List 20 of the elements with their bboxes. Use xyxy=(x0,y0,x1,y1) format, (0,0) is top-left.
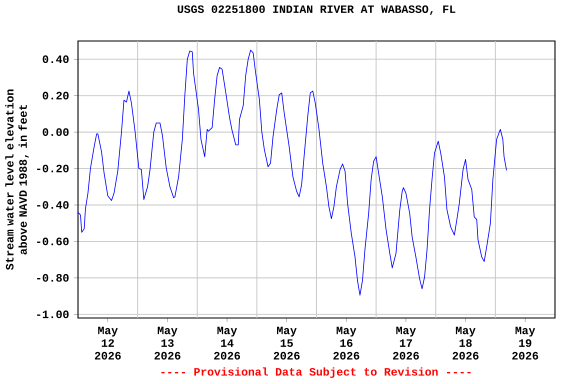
y-tick-label: 0.20 xyxy=(42,92,69,100)
y-tick-label: -1.00 xyxy=(37,310,69,318)
y-tick-label: -0.80 xyxy=(37,274,69,282)
x-tick-label: May 15 2026 xyxy=(274,326,300,360)
y-tick-label: -0.40 xyxy=(37,201,69,209)
x-tick-label: May 16 2026 xyxy=(333,326,360,360)
x-tick-label: May 17 2026 xyxy=(393,326,419,360)
y-tick-label: -0.60 xyxy=(37,238,69,246)
x-tick-label: May 18 2026 xyxy=(452,326,479,360)
line-series xyxy=(78,50,507,296)
text: ---- Provisional Data Subject to Revision ---- xyxy=(161,367,471,378)
x-tick-label: May 14 2026 xyxy=(214,326,240,360)
x-tick-label: May 12 2026 xyxy=(94,326,121,360)
y-tick-label: 0.40 xyxy=(42,55,69,64)
x-tick-label: May 13 2026 xyxy=(154,326,180,360)
x-tick-label: May 19 2026 xyxy=(512,326,538,360)
y-tick-label: -0.20 xyxy=(37,164,69,172)
y-tick-label: 0.00 xyxy=(42,128,69,136)
y-axis-title: Stream water level elevation above NAVD 1988, in feet xyxy=(5,90,29,270)
chart-title: USGS 02251800 INDIAN RIVER AT WABASSO, FL xyxy=(178,5,456,15)
